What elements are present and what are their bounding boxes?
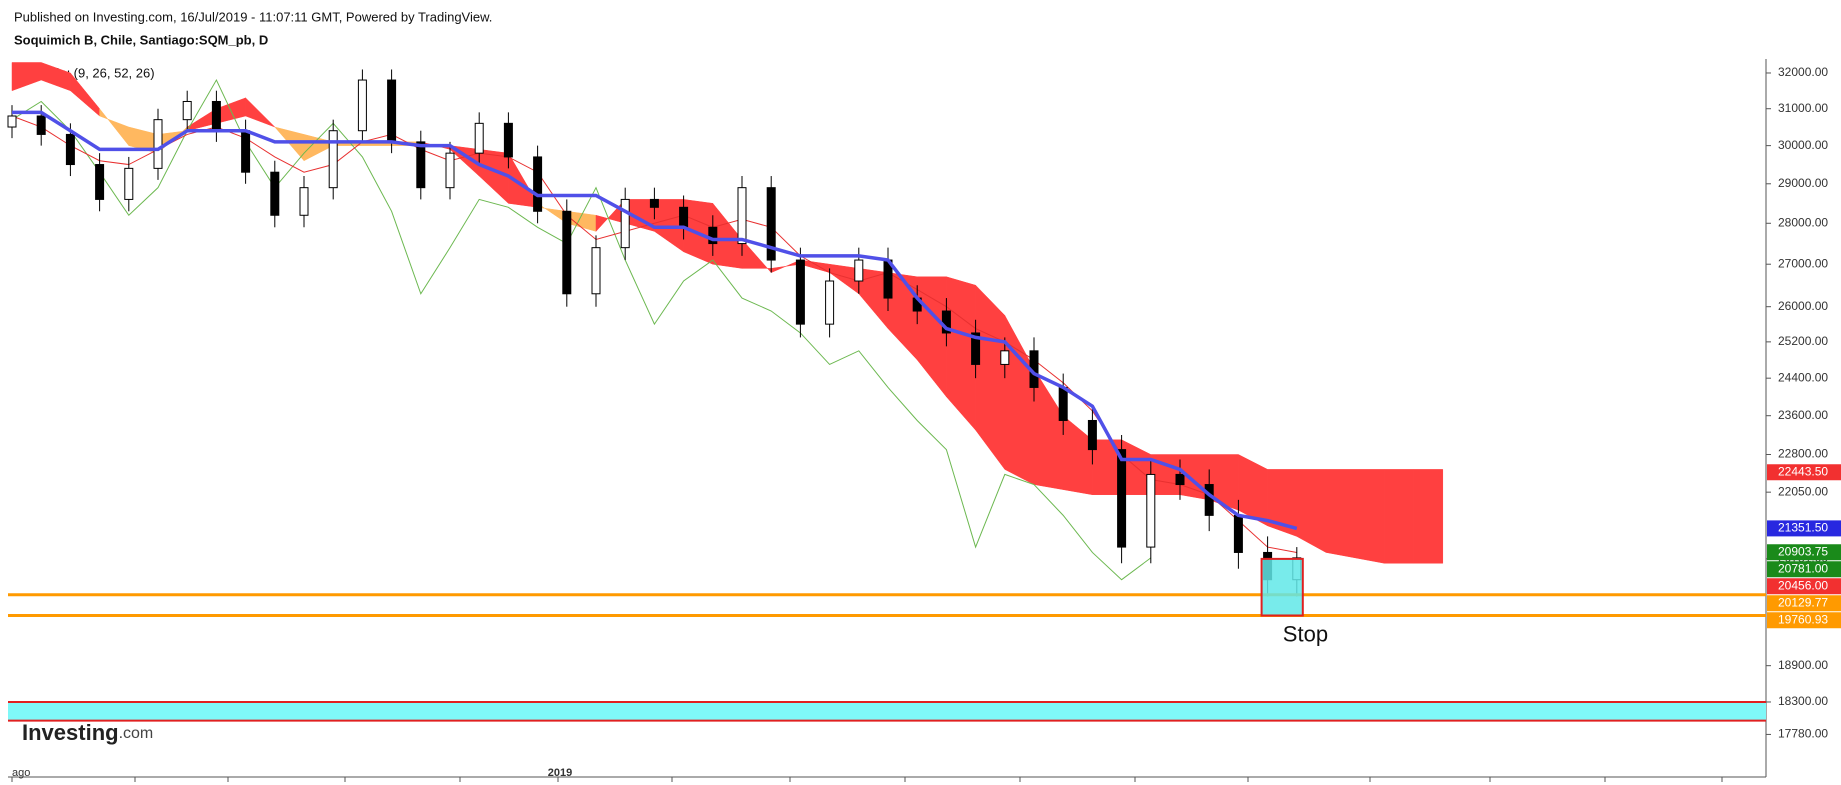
y-tick-label: 32000.00 [1778,65,1828,79]
chikou-line [11,78,1152,581]
x-tick-label: ago [12,767,30,779]
published-note: Published on Investing.com, 16/Jul/2019 … [14,9,492,24]
price-tag [1767,578,1841,595]
logo-main: Investing.com [22,720,153,745]
cloud-segment [1296,469,1327,553]
candle-body [533,156,543,212]
cloud-segment [245,97,275,128]
candle-body [1204,484,1214,516]
cloud-segment [1325,469,1356,559]
y-tick-label: 22800.00 [1778,447,1828,461]
price-tag-label: 19760.93 [1778,612,1828,626]
price-tag-label: 20781.00 [1778,561,1828,575]
y-tick-label: 28000.00 [1778,215,1828,229]
candle-body [591,247,601,295]
candle-body [1058,386,1068,421]
candle-body [241,130,251,173]
support-zone [8,701,1766,721]
candle-body [95,164,105,200]
stop-box [1260,557,1304,617]
price-tag-label: 22443.50 [1778,464,1828,478]
cloud-segment [1384,469,1414,564]
candle-body [357,79,367,132]
price-tag [1767,612,1841,629]
candle-body [854,259,864,282]
candle-body [503,122,513,158]
candle-body [1175,473,1185,486]
price-tag-label: 21351.50 [1778,521,1828,535]
y-tick-label: 17780.00 [1778,727,1828,741]
y-tick-label: 29000.00 [1778,176,1828,190]
candle-body [562,210,572,295]
price-tag-label: 20903.75 [1778,544,1828,558]
price-tag [1767,464,1841,481]
candle-body [36,115,46,135]
candle-body [182,100,192,121]
candle-body [153,119,163,169]
candle-body [679,206,689,228]
candle-body [1000,350,1010,365]
candle-body [620,198,630,249]
y-tick-label: 25200.00 [1778,334,1828,348]
candle-body [416,141,426,189]
y-tick-label: 18900.00 [1778,658,1828,672]
candle-body [445,152,455,189]
price-tag [1767,520,1841,537]
price-tag [1767,561,1841,578]
candle-body [1146,473,1156,548]
cloud-segment [916,276,947,398]
y-tick-label: 23600.00 [1778,408,1828,422]
price-tag-label: 20129.77 [1778,595,1828,609]
candle-body [649,198,659,208]
cloud-segment [478,149,509,204]
candle-body [65,133,75,166]
y-tick-label: 18300.00 [1778,694,1828,708]
cloud-segment [1354,469,1385,564]
candle-body [737,187,747,245]
y-tick-label: 26000.00 [1778,299,1828,313]
symbol-title: Soquimich B, Chile, Santiago:SQM_pb, D [14,32,268,47]
candle-body [387,79,397,143]
candle-body [708,226,718,245]
candle-body [1117,449,1127,548]
logo-suffix: .com [119,725,154,742]
cloud-segment [975,284,1006,471]
x-ticks [11,777,1723,782]
cloud-segment [11,62,42,92]
price-tag-label: 20456.00 [1778,578,1828,592]
candle-body [766,187,776,261]
price-tag [1767,544,1841,561]
candle-body [211,100,221,132]
candle-body [971,332,981,365]
stop-label: Stop [1283,621,1328,646]
price-tag [1767,595,1841,612]
candle-body [328,130,338,189]
y-tick-label: 24400.00 [1778,370,1828,384]
cloud-segment [1004,315,1035,485]
candle-body [474,122,484,154]
candle-body [795,259,805,325]
candle-body [270,171,280,216]
candle-body [299,187,309,216]
candle-body [825,280,835,325]
y-tick-label: 22050.00 [1778,484,1828,498]
kijun-line [12,110,1298,531]
candle-body [1087,419,1097,451]
y-tick-label: 27000.00 [1778,256,1828,270]
cloud-segment [1413,469,1444,564]
candle-body [7,115,17,128]
cloud-segment [99,107,130,147]
cloud-segment [274,126,305,162]
candle-body [1233,514,1243,553]
x-tick-label: 2019 [548,767,572,779]
y-tick-label: 30000.00 [1778,138,1828,152]
y-tick-label: 31000.00 [1778,101,1828,115]
logo-main-text: Investing [22,720,119,745]
candle-body [124,167,134,200]
